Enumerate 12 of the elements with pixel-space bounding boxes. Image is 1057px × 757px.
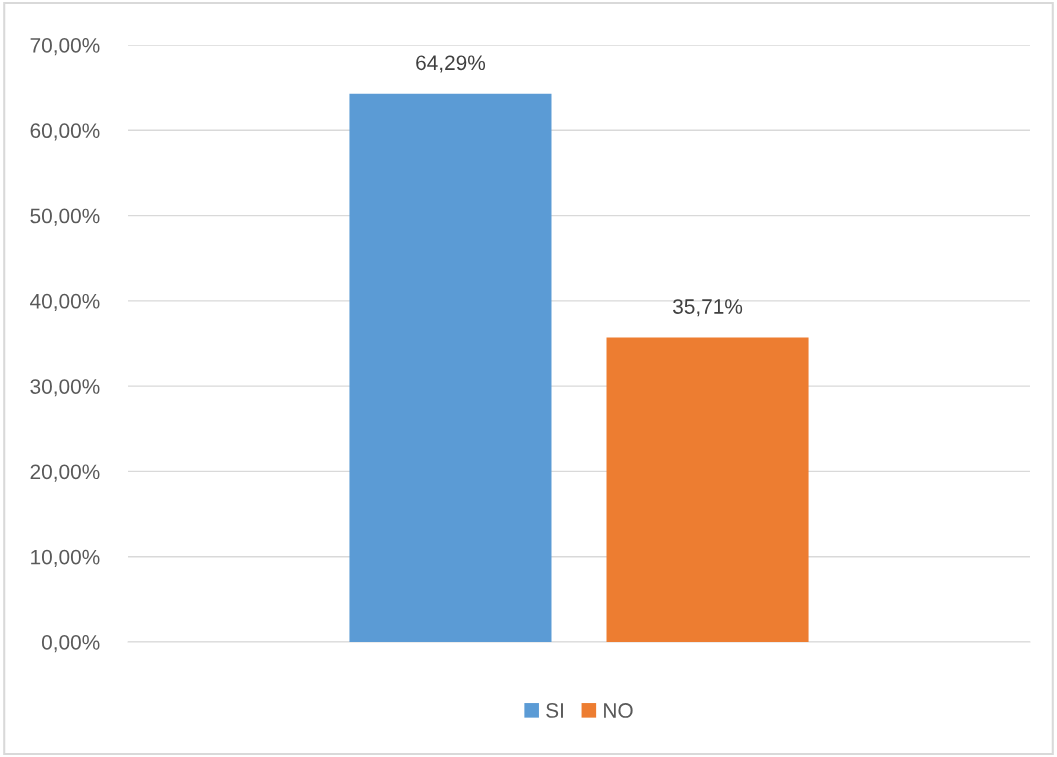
y-tick-label: 20,00%	[30, 464, 100, 482]
data-label: 64,29%	[416, 55, 486, 73]
y-tick-label: 50,00%	[30, 208, 100, 226]
y-tick-label: 10,00%	[31, 549, 100, 567]
y-tick-label: 60,00%	[30, 123, 100, 141]
legend-label: NO	[604, 703, 633, 718]
legend-label: SI	[546, 703, 563, 718]
y-tick-label: 40,00%	[30, 293, 100, 312]
y-tick-label: 30,00%	[30, 379, 100, 397]
y-tick-label: 70,00%	[30, 38, 100, 56]
y-tick-label: 0,00%	[41, 635, 100, 653]
data-label: 35,71%	[673, 299, 743, 317]
